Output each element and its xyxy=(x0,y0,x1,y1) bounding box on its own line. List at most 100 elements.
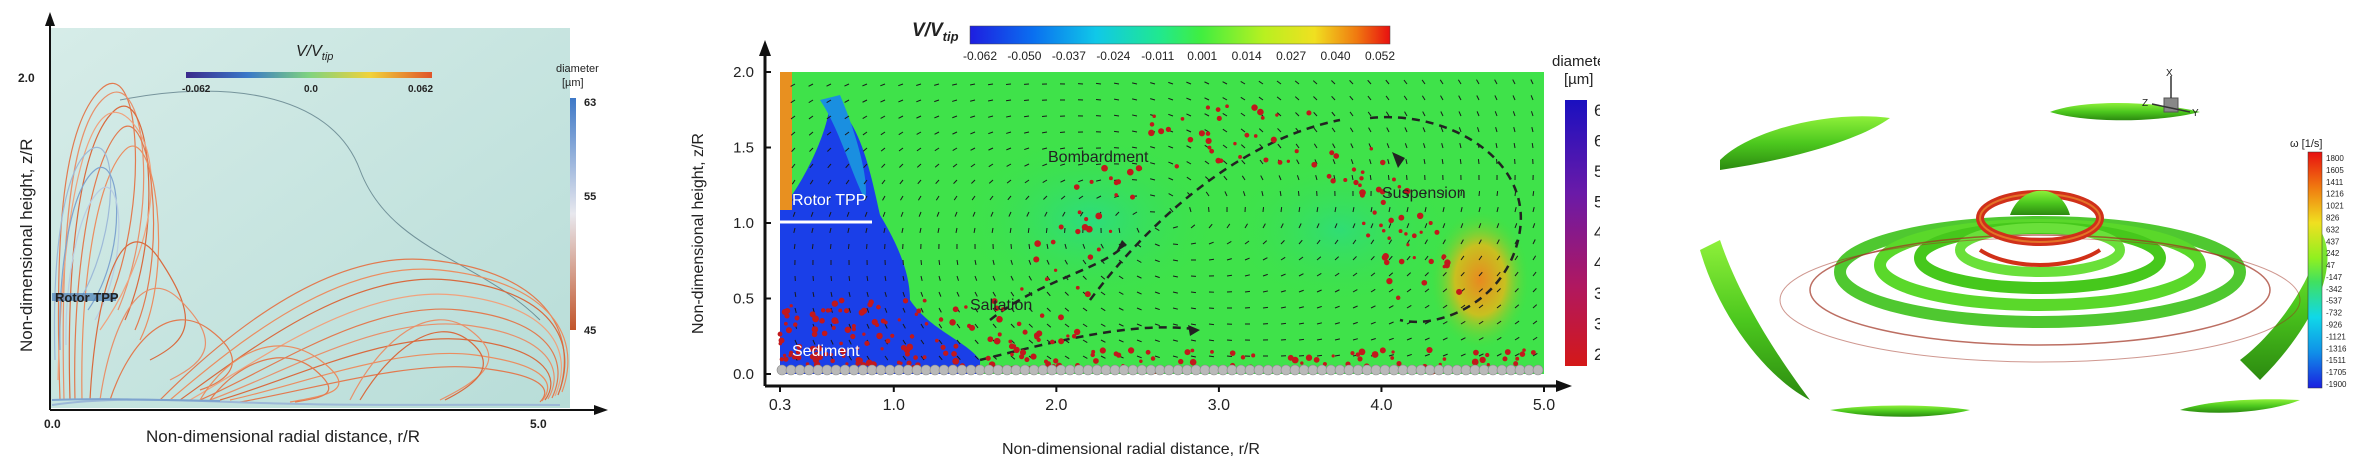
particle xyxy=(1504,349,1511,355)
velocity-vector xyxy=(1477,158,1480,165)
particle xyxy=(1253,134,1258,138)
velocity-vector xyxy=(1421,95,1426,101)
sediment-grain xyxy=(1046,364,1058,376)
particle xyxy=(1019,349,1027,356)
velocity-vector xyxy=(1190,355,1196,358)
velocity-vector xyxy=(990,211,994,217)
particle xyxy=(1190,348,1195,353)
velocity-vector xyxy=(1100,339,1106,343)
velocity-vector xyxy=(1026,211,1030,217)
particle xyxy=(1398,214,1405,221)
particle xyxy=(1099,347,1106,354)
velocity-vector xyxy=(829,243,832,250)
velocity-vector xyxy=(1172,339,1178,342)
particle xyxy=(1101,164,1108,172)
velocity-vector xyxy=(1367,79,1372,85)
velocity-vector xyxy=(827,147,832,152)
velocity-vector xyxy=(1208,323,1215,326)
velocity-vector xyxy=(1514,223,1518,229)
velocity-vector xyxy=(920,259,923,266)
velocity-vector xyxy=(1442,304,1448,309)
particle xyxy=(1397,184,1402,189)
velocity-vector xyxy=(1495,127,1498,133)
velocity-vector xyxy=(1316,354,1323,357)
sediment-bed xyxy=(776,364,1544,376)
diameter-tick-label: 40 xyxy=(1594,254,1600,273)
velocity-vector xyxy=(920,355,925,361)
sediment-grain xyxy=(776,364,788,376)
particle xyxy=(1095,212,1103,220)
particle xyxy=(952,357,960,365)
velocity-vector xyxy=(1172,323,1178,326)
velocity-vector xyxy=(1118,339,1124,343)
particle xyxy=(1114,193,1119,197)
velocity-vector xyxy=(1262,273,1268,277)
velocity-vector xyxy=(844,115,850,120)
sediment-grain xyxy=(866,364,878,376)
velocity-vector xyxy=(1082,355,1088,359)
sediment-grain xyxy=(1001,364,1013,376)
particle xyxy=(1240,355,1246,360)
velocity-vector xyxy=(1240,128,1246,133)
velocity-vector xyxy=(1150,178,1156,181)
particle xyxy=(1148,129,1155,137)
velocity-vector xyxy=(1331,80,1336,85)
velocity-vector xyxy=(1496,239,1500,245)
velocity-vector xyxy=(1298,256,1304,261)
velocity-vector xyxy=(827,179,832,185)
particle xyxy=(1270,136,1277,143)
velocity-vector xyxy=(1478,207,1481,213)
velocity-vector xyxy=(1280,322,1287,325)
velocity-vector xyxy=(1168,81,1174,85)
velocity-vector xyxy=(1370,223,1374,229)
velocity-vector xyxy=(1313,96,1318,101)
particle xyxy=(1369,146,1374,151)
particle xyxy=(1016,321,1022,327)
sediment-grain xyxy=(947,364,959,376)
sediment-grain xyxy=(1298,364,1310,376)
velocity-vector xyxy=(881,163,886,168)
particle xyxy=(796,354,802,361)
velocity-vector xyxy=(1280,206,1283,213)
velocity-vector xyxy=(970,115,976,119)
velocity-vector xyxy=(1100,243,1104,249)
particle xyxy=(1030,353,1037,360)
y-tick-label: 0.5 xyxy=(733,291,754,308)
velocity-vector xyxy=(884,323,888,329)
velocity-vector xyxy=(1100,275,1106,280)
velocity-vector xyxy=(934,99,940,103)
particle xyxy=(860,307,868,314)
sediment-grain xyxy=(1037,364,1049,376)
velocity-vector xyxy=(900,195,904,201)
vorticity-tick-label: -1705 xyxy=(2326,368,2347,377)
velocity-vector xyxy=(845,163,850,169)
particle xyxy=(791,354,798,360)
velocity-vector xyxy=(1095,98,1102,101)
velocity-vector xyxy=(1150,82,1156,85)
velocity-vector xyxy=(1458,95,1462,101)
velocity-vector xyxy=(1424,337,1430,341)
velocity-vector xyxy=(1370,239,1375,245)
velocity-vector xyxy=(846,195,850,201)
velocity-vector xyxy=(1423,143,1426,149)
velocity-vector xyxy=(809,147,814,152)
velocity-vector xyxy=(1244,274,1250,277)
velocity-vector xyxy=(1115,211,1120,216)
sediment-grain xyxy=(1190,364,1202,376)
sediment-grain xyxy=(848,364,860,376)
velocity-vector xyxy=(1006,163,1012,167)
velocity-vector xyxy=(1478,223,1482,229)
particle xyxy=(1421,279,1428,286)
velocity-vector xyxy=(848,307,852,313)
particle xyxy=(1441,255,1446,260)
velocity-vector xyxy=(1222,144,1228,149)
sediment-grain xyxy=(1523,364,1535,376)
particle xyxy=(1084,217,1089,222)
velocity-vector xyxy=(1532,271,1537,277)
velocity-vector xyxy=(934,147,940,152)
velocity-vector xyxy=(1226,223,1231,229)
velocity-vector xyxy=(1352,206,1355,213)
velocity-vector xyxy=(1514,304,1520,309)
sediment-grain xyxy=(839,364,851,376)
diameter-tick-label: 25 xyxy=(1594,345,1600,364)
